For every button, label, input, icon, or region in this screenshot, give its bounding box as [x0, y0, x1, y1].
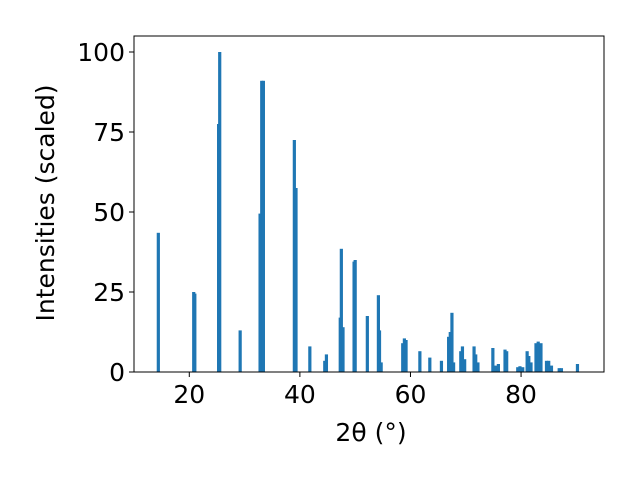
chart-bar [450, 312, 454, 372]
chart-bar [379, 362, 383, 372]
chart-bar [258, 213, 262, 372]
chart-bar [324, 354, 329, 372]
axes-layer [133, 35, 605, 373]
y-tick-label: 0 [109, 358, 125, 387]
y-tick-label: 75 [93, 118, 125, 147]
chart-bar [491, 348, 495, 372]
chart-bar [377, 330, 382, 372]
ticks-layer: 20 40 60 80 0 25 50 75 100 [77, 38, 537, 409]
chart-bar [575, 364, 580, 372]
chart-bar [547, 360, 551, 372]
chart-bar [448, 332, 452, 372]
chart-bar [452, 362, 456, 372]
chart-bar [401, 343, 405, 372]
chart-bar [503, 349, 507, 372]
chart-bar [474, 354, 478, 372]
chart-bar [238, 330, 242, 372]
chart-bar [494, 365, 498, 372]
chart-bar [539, 343, 543, 372]
chart-bar [534, 343, 538, 372]
chart-bar [294, 188, 298, 372]
chart-bar [339, 248, 343, 372]
chart-bar [521, 367, 525, 372]
chart-bar [193, 293, 197, 372]
y-axis-label: Intensities (scaled) [31, 84, 60, 321]
chart-bar [529, 362, 533, 372]
chart-bar [557, 368, 561, 372]
y-tick-label: 50 [93, 198, 125, 227]
chart-bar [559, 368, 564, 372]
x-tick-label: 80 [505, 380, 537, 409]
chart-bar [472, 346, 476, 372]
chart-bar [402, 338, 406, 372]
chart-bar [156, 232, 160, 372]
chart-bar [323, 360, 327, 372]
chart-bar [516, 367, 520, 372]
chart-bar [536, 341, 540, 372]
chart-bar [353, 260, 357, 372]
chart-bar [496, 364, 500, 372]
y-tick-label: 25 [93, 278, 125, 307]
chart-bar [459, 351, 463, 372]
bars-layer [156, 52, 580, 373]
y-tick-label: 100 [77, 38, 125, 67]
chart-bar [218, 52, 222, 372]
chart-bar [460, 346, 465, 372]
chart-bar [518, 366, 522, 372]
chart-bar [260, 80, 264, 373]
plot-frame [133, 35, 605, 373]
chart-bar [525, 351, 529, 372]
chart-bar [418, 351, 422, 372]
chart-bar [292, 140, 296, 372]
chart-bar [308, 346, 312, 372]
x-tick-label: 60 [395, 380, 427, 409]
x-tick-label: 20 [173, 380, 205, 409]
chart-bar [544, 360, 549, 372]
chart-bar [428, 357, 432, 372]
chart-bar [447, 336, 451, 372]
x-axis-label: 2θ (°) [335, 418, 406, 447]
chart-bar [365, 316, 369, 372]
chart-bar [527, 356, 531, 372]
chart-bar [476, 362, 480, 372]
chart-bar [463, 359, 467, 372]
chart-bar [404, 340, 408, 372]
x-tick-label: 40 [284, 380, 316, 409]
chart-bar [549, 365, 554, 372]
chart-bar [505, 351, 509, 372]
chart-bar [261, 80, 265, 373]
chart-bar [341, 327, 345, 372]
chart-bar [439, 360, 444, 372]
